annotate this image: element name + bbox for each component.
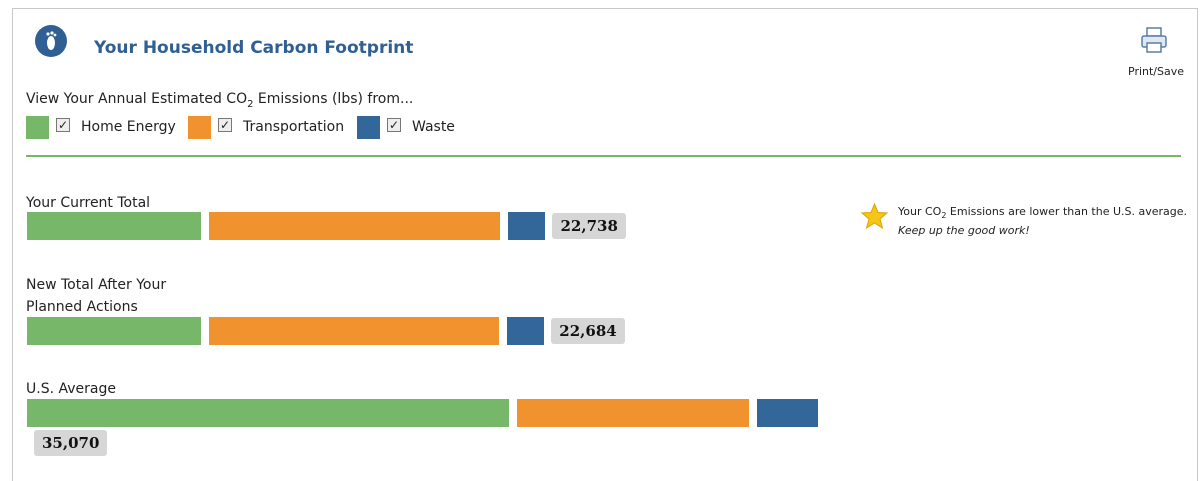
legend-label: Transportation [243, 119, 345, 135]
star-icon [861, 203, 888, 229]
bar-segment [208, 212, 500, 240]
row-label: U.S. Average [26, 381, 116, 397]
bar-segment [757, 399, 818, 427]
bar-segment [208, 317, 500, 345]
legend-label: Home Energy [81, 119, 176, 135]
bar-segment [27, 212, 201, 240]
title: Your Household Carbon Footprint [94, 38, 414, 58]
print-icon[interactable] [1141, 27, 1167, 53]
subtitle-text: View Your Annual Estimated CO [26, 91, 248, 107]
bar-segment [507, 317, 545, 345]
print-label[interactable]: Print/Save [1128, 65, 1185, 78]
footprint-icon [35, 25, 67, 57]
note-subscript: 2 [941, 211, 947, 221]
legend-checkbox[interactable]: ✓ [56, 118, 70, 132]
subtitle-rest: Emissions (lbs) from... [253, 91, 414, 107]
bar-segment [27, 317, 201, 345]
note-line2: Keep up the good work! [898, 224, 1030, 237]
divider [26, 155, 1181, 157]
subtitle: View Your Annual Estimated CO2 Emissions… [26, 91, 413, 110]
subscript: 2 [247, 98, 254, 110]
note-text: Your CO [898, 205, 942, 218]
legend-checkbox[interactable]: ✓ [387, 118, 401, 132]
total-label: 35,070 [34, 430, 108, 456]
note: Your CO2 Emissions are lower than the U.… [898, 205, 1187, 220]
legend-label: Waste [412, 119, 455, 135]
bar-segment [507, 212, 546, 240]
legend-checkbox[interactable]: ✓ [218, 118, 232, 132]
panel [12, 8, 1198, 481]
total-label: 22,684 [551, 318, 625, 344]
legend-swatch [188, 116, 211, 139]
bar-segment [516, 399, 749, 427]
row-label: New Total After Your Planned Actions [26, 277, 167, 315]
legend-swatch [26, 116, 49, 139]
row-label: Your Current Total [26, 195, 151, 211]
total-label: 22,738 [552, 213, 626, 239]
bar-segment [27, 399, 509, 427]
note-rest: Emissions are lower than the U.S. averag… [946, 205, 1188, 218]
legend-swatch [357, 116, 380, 139]
